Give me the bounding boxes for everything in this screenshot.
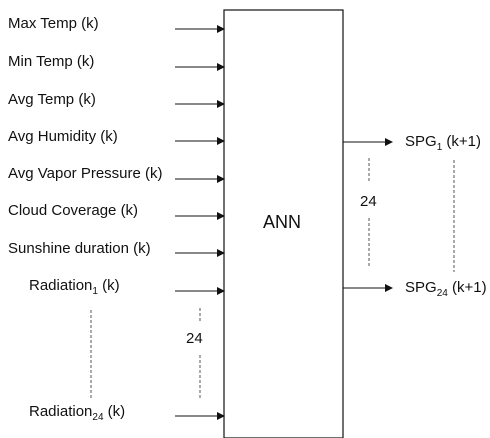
radiation-1-base: Radiation bbox=[29, 277, 93, 294]
radiation-24-suffix: (k) bbox=[103, 403, 126, 420]
output-count-label: 24 bbox=[360, 193, 377, 210]
radiation-1-suffix: (k) bbox=[97, 277, 120, 294]
radiation-24-base: Radiation bbox=[29, 403, 93, 420]
input-label-avg-humidity: Avg Humidity (k) bbox=[8, 128, 118, 145]
input-label-avg-temp: Avg Temp (k) bbox=[8, 91, 96, 108]
input-label-radiation-24: Radiation24 (k) bbox=[29, 403, 126, 423]
input-count-label: 24 bbox=[186, 330, 203, 347]
ann-block bbox=[223, 9, 344, 438]
spg-1-subscript: 1 bbox=[436, 142, 443, 153]
ann-label: ANN bbox=[263, 212, 302, 232]
spg-24-subscript: 24 bbox=[436, 288, 448, 299]
input-label-min-temp: Min Temp (k) bbox=[8, 53, 95, 70]
radiation-1-subscript: 1 bbox=[92, 286, 98, 297]
input-label-max-temp: Max Temp (k) bbox=[8, 15, 99, 32]
input-label-sunshine-duration: Sunshine duration (k) bbox=[8, 240, 151, 257]
spg-1-suffix: (k+1) bbox=[442, 133, 482, 150]
output-label-spg-1: SPG1 (k+1) bbox=[405, 133, 482, 153]
spg-24-base: SPG bbox=[405, 279, 437, 296]
spg-24-suffix: (k+1) bbox=[447, 279, 487, 296]
radiation-24-subscript: 24 bbox=[92, 412, 104, 423]
input-label-avg-vapor-pressure: Avg Vapor Pressure (k) bbox=[8, 165, 163, 182]
spg-1-base: SPG bbox=[405, 133, 437, 150]
output-label-spg-24: SPG24 (k+1) bbox=[405, 279, 487, 299]
input-label-radiation-1: Radiation1 (k) bbox=[29, 277, 120, 297]
input-label-cloud-coverage: Cloud Coverage (k) bbox=[8, 202, 139, 219]
